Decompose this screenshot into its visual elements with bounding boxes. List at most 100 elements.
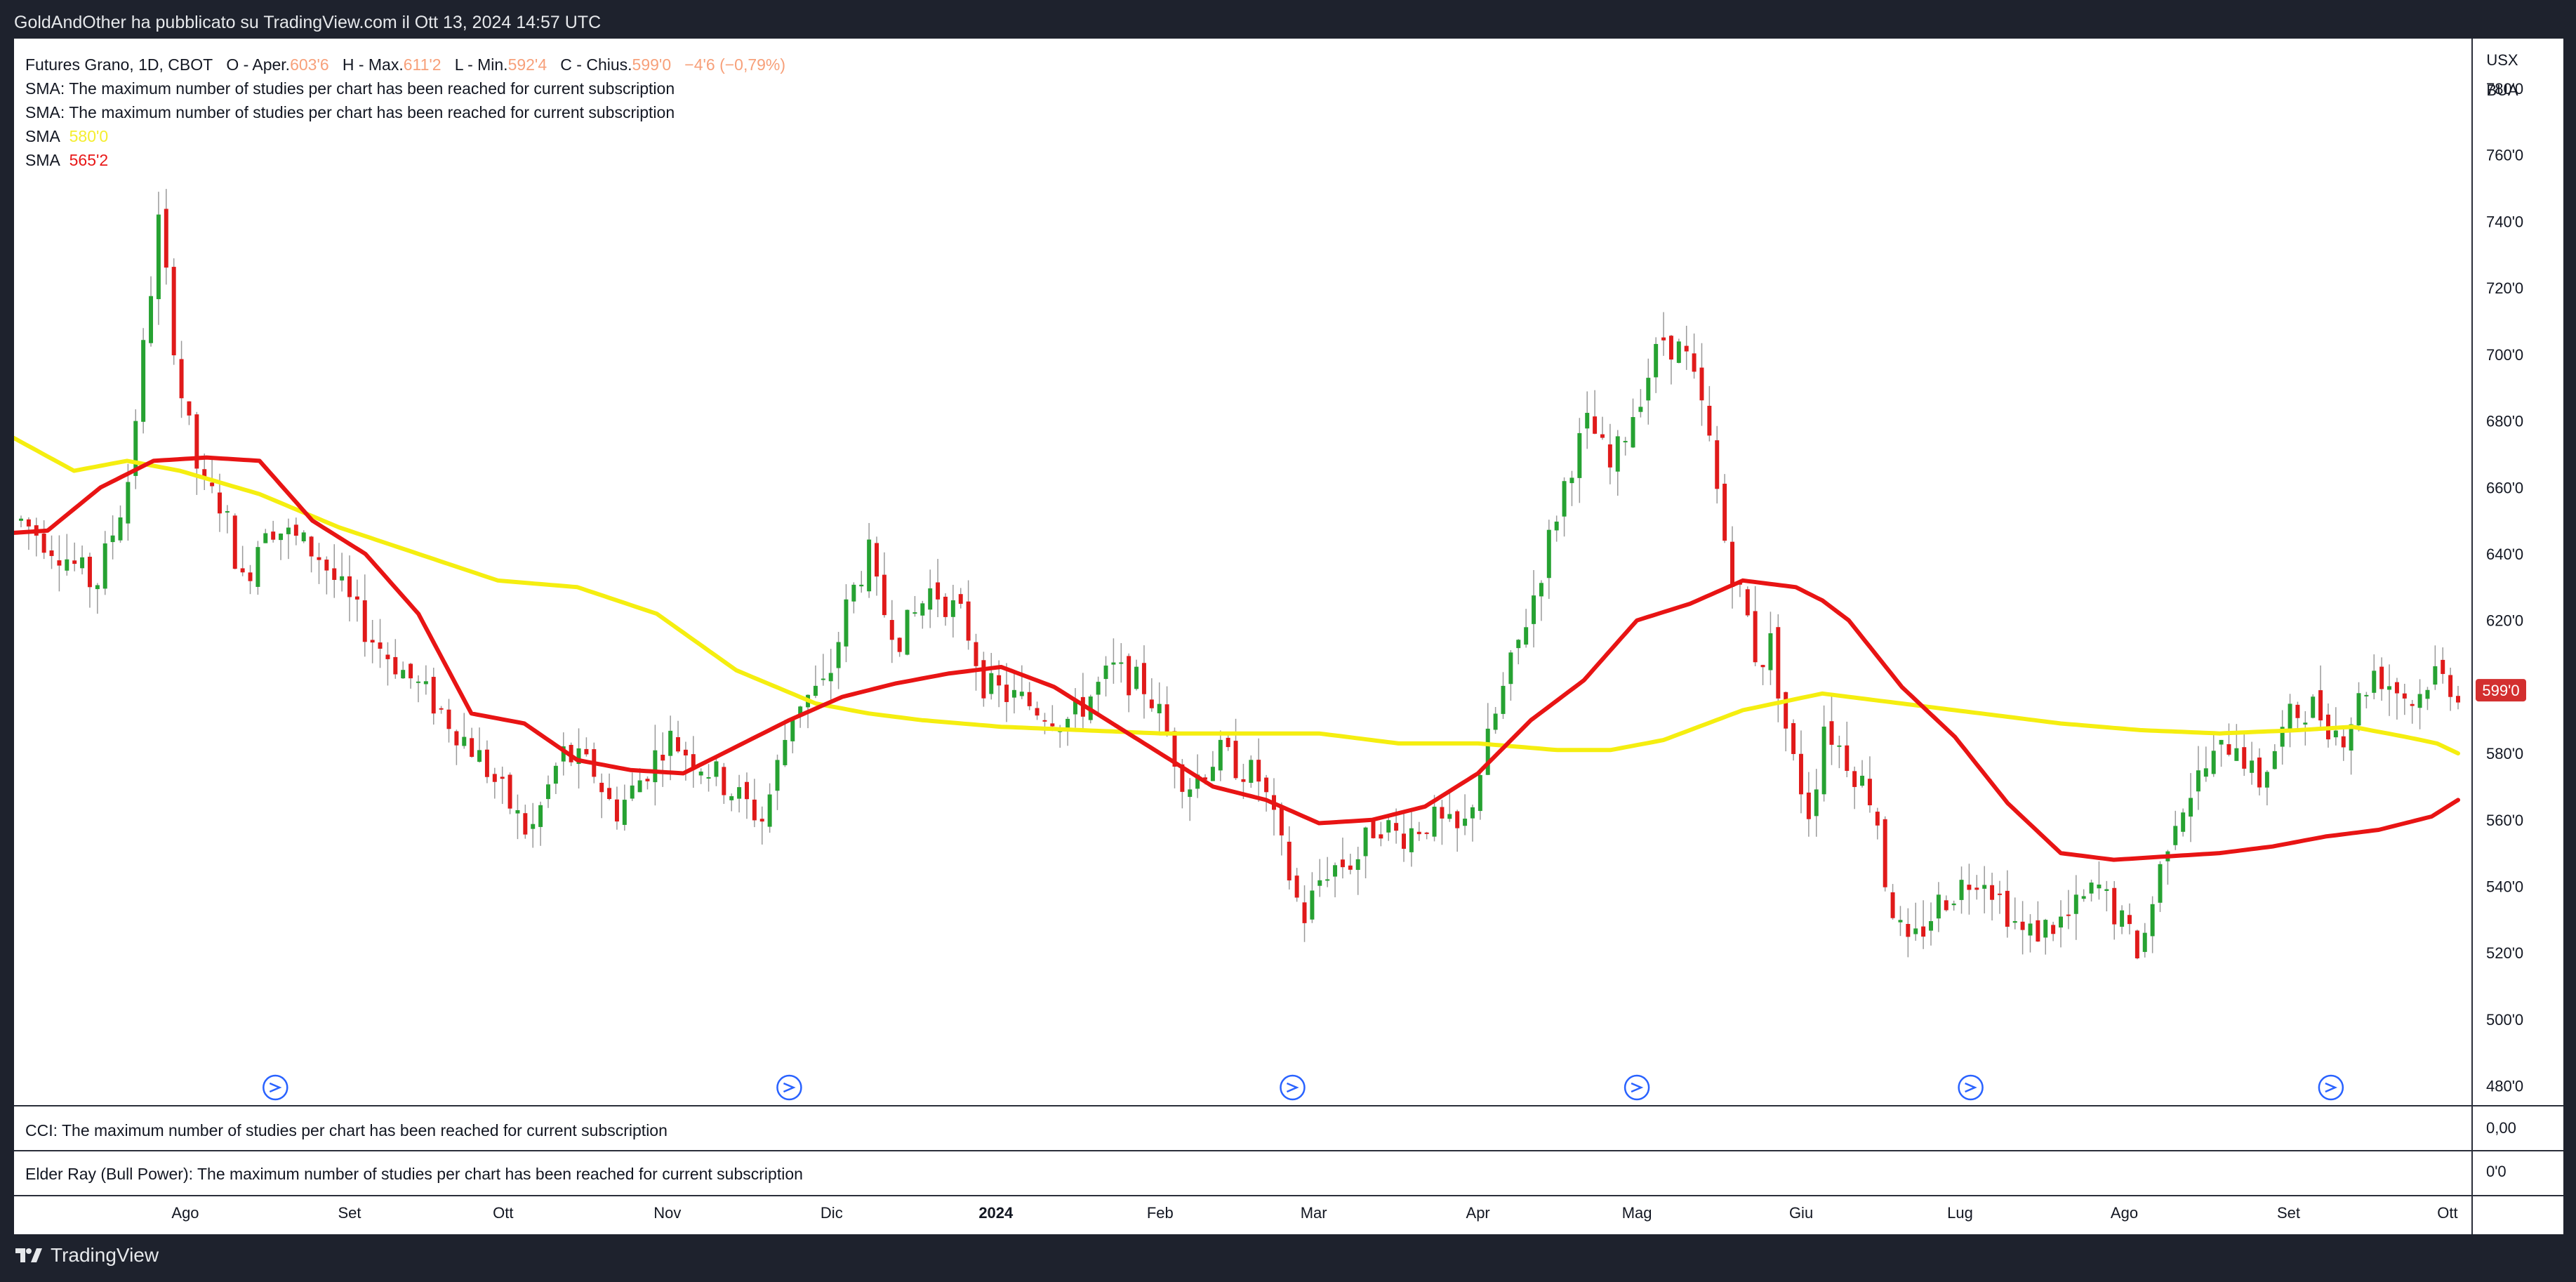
candle-body	[2425, 689, 2430, 699]
candle-body	[1363, 827, 1368, 857]
candle-body	[1906, 924, 1911, 937]
candle-body	[1845, 745, 1850, 771]
open-value: 603'6	[290, 55, 329, 74]
publish-header: GoldAndOther ha pubblicato su TradingVie…	[0, 0, 2576, 39]
event-marker-arrow-icon	[2325, 1082, 2338, 1093]
sma-red-line	[14, 455, 2460, 862]
candle-body	[698, 771, 703, 776]
candle-body	[210, 482, 215, 487]
candle-body	[1554, 521, 1559, 531]
sma-red-value: 565'2	[69, 151, 109, 169]
chart-frame[interactable]: Futures Grano, 1D, CBOT O - Aper.603'6 H…	[14, 39, 2563, 1234]
candle-body	[2410, 703, 2415, 706]
candle-body	[1264, 777, 1269, 793]
candle-body	[1379, 834, 1383, 839]
candle-body	[1638, 407, 1643, 412]
candle-body	[401, 670, 406, 679]
candle-body	[813, 685, 818, 696]
tradingview-logo-icon	[15, 1248, 42, 1262]
candle-body	[912, 612, 917, 614]
candle-body	[1829, 721, 1834, 745]
event-marker-icon[interactable]	[1624, 1074, 1650, 1101]
candle-body	[1508, 652, 1513, 685]
candle-body	[332, 568, 337, 580]
candle-body	[1806, 792, 1811, 819]
candle-body	[279, 533, 284, 541]
candle-body	[286, 527, 291, 534]
candle-body	[340, 576, 345, 581]
candle-body	[454, 731, 459, 746]
x-tick-label: Mar	[1301, 1204, 1327, 1222]
event-marker-icon[interactable]	[2318, 1074, 2344, 1101]
candle-body	[523, 813, 528, 835]
candle-body	[1333, 865, 1338, 877]
candle-body	[1814, 789, 1819, 817]
candle-body	[1982, 885, 1987, 889]
candle-body	[798, 706, 803, 715]
candle-body	[2059, 916, 2064, 928]
tradingview-brand: TradingView	[51, 1244, 159, 1266]
candle-body	[2211, 751, 2216, 774]
candle-body	[1172, 731, 1177, 767]
candle-body	[1898, 920, 1903, 923]
last-price-label: 599'0	[2482, 682, 2519, 699]
candle-body	[72, 560, 77, 564]
candle-body	[378, 642, 383, 649]
candle-body	[2181, 812, 2186, 832]
candle-body	[851, 584, 856, 602]
candle-body	[1646, 378, 1651, 401]
candle-body	[1004, 685, 1009, 702]
price-chart[interactable]: USXBUA480'0500'0520'0540'0560'0580'0600'…	[14, 39, 2563, 1234]
candle-body	[989, 673, 994, 694]
candle-body	[2112, 887, 2117, 925]
candle-body	[1348, 865, 1353, 870]
candle-body	[1684, 345, 1689, 352]
tradingview-logo[interactable]: TradingView	[14, 1244, 159, 1267]
candle-body	[1011, 689, 1016, 698]
candle-body	[95, 585, 100, 590]
candle-body	[767, 794, 772, 827]
candle-body	[2142, 932, 2147, 952]
candle-body	[1929, 920, 1933, 931]
candle-body	[171, 267, 176, 356]
close-label: C - Chius.	[560, 55, 632, 74]
event-marker-icon[interactable]	[776, 1074, 802, 1101]
sma-yellow-label: SMA	[25, 127, 60, 145]
candle-body	[637, 780, 642, 793]
candle-body	[1073, 699, 1077, 715]
candle-body	[1027, 692, 1032, 706]
candle-body	[2250, 760, 2255, 773]
candle-body	[2280, 727, 2285, 747]
candle-body	[1600, 434, 1605, 438]
candle-body	[2272, 751, 2277, 769]
candle-body	[1585, 413, 1590, 429]
high-value: 611'2	[403, 55, 441, 74]
candle-body	[255, 547, 260, 587]
candle-body	[2387, 686, 2392, 690]
event-marker-icon[interactable]	[263, 1074, 288, 1101]
candle-body	[271, 531, 276, 540]
x-tick-label: Ott	[493, 1204, 513, 1222]
candle-body	[1340, 859, 1345, 868]
candle-body	[1798, 753, 1803, 795]
y-tick-label: 680'0	[2486, 413, 2523, 430]
candle-body	[1768, 633, 1773, 670]
candle-body	[1019, 692, 1024, 696]
candle-body	[1386, 820, 1391, 833]
candle-body	[1310, 890, 1315, 920]
event-marker-icon[interactable]	[1280, 1074, 1306, 1101]
candle-body	[1463, 819, 1468, 826]
candle-body	[1141, 663, 1146, 694]
x-tick-label: Ott	[2437, 1204, 2457, 1222]
candle-body	[1226, 737, 1230, 748]
candle-body	[561, 746, 566, 762]
candle-body	[729, 796, 734, 800]
candle-body	[2448, 675, 2453, 697]
candle-body	[2295, 704, 2300, 718]
event-marker-icon[interactable]	[1958, 1074, 1984, 1101]
candle-body	[928, 588, 933, 610]
y-tick-label: 740'0	[2486, 213, 2523, 230]
candle-body	[882, 574, 887, 616]
candle-body	[1424, 832, 1429, 834]
x-tick-label: Giu	[1789, 1204, 1813, 1222]
